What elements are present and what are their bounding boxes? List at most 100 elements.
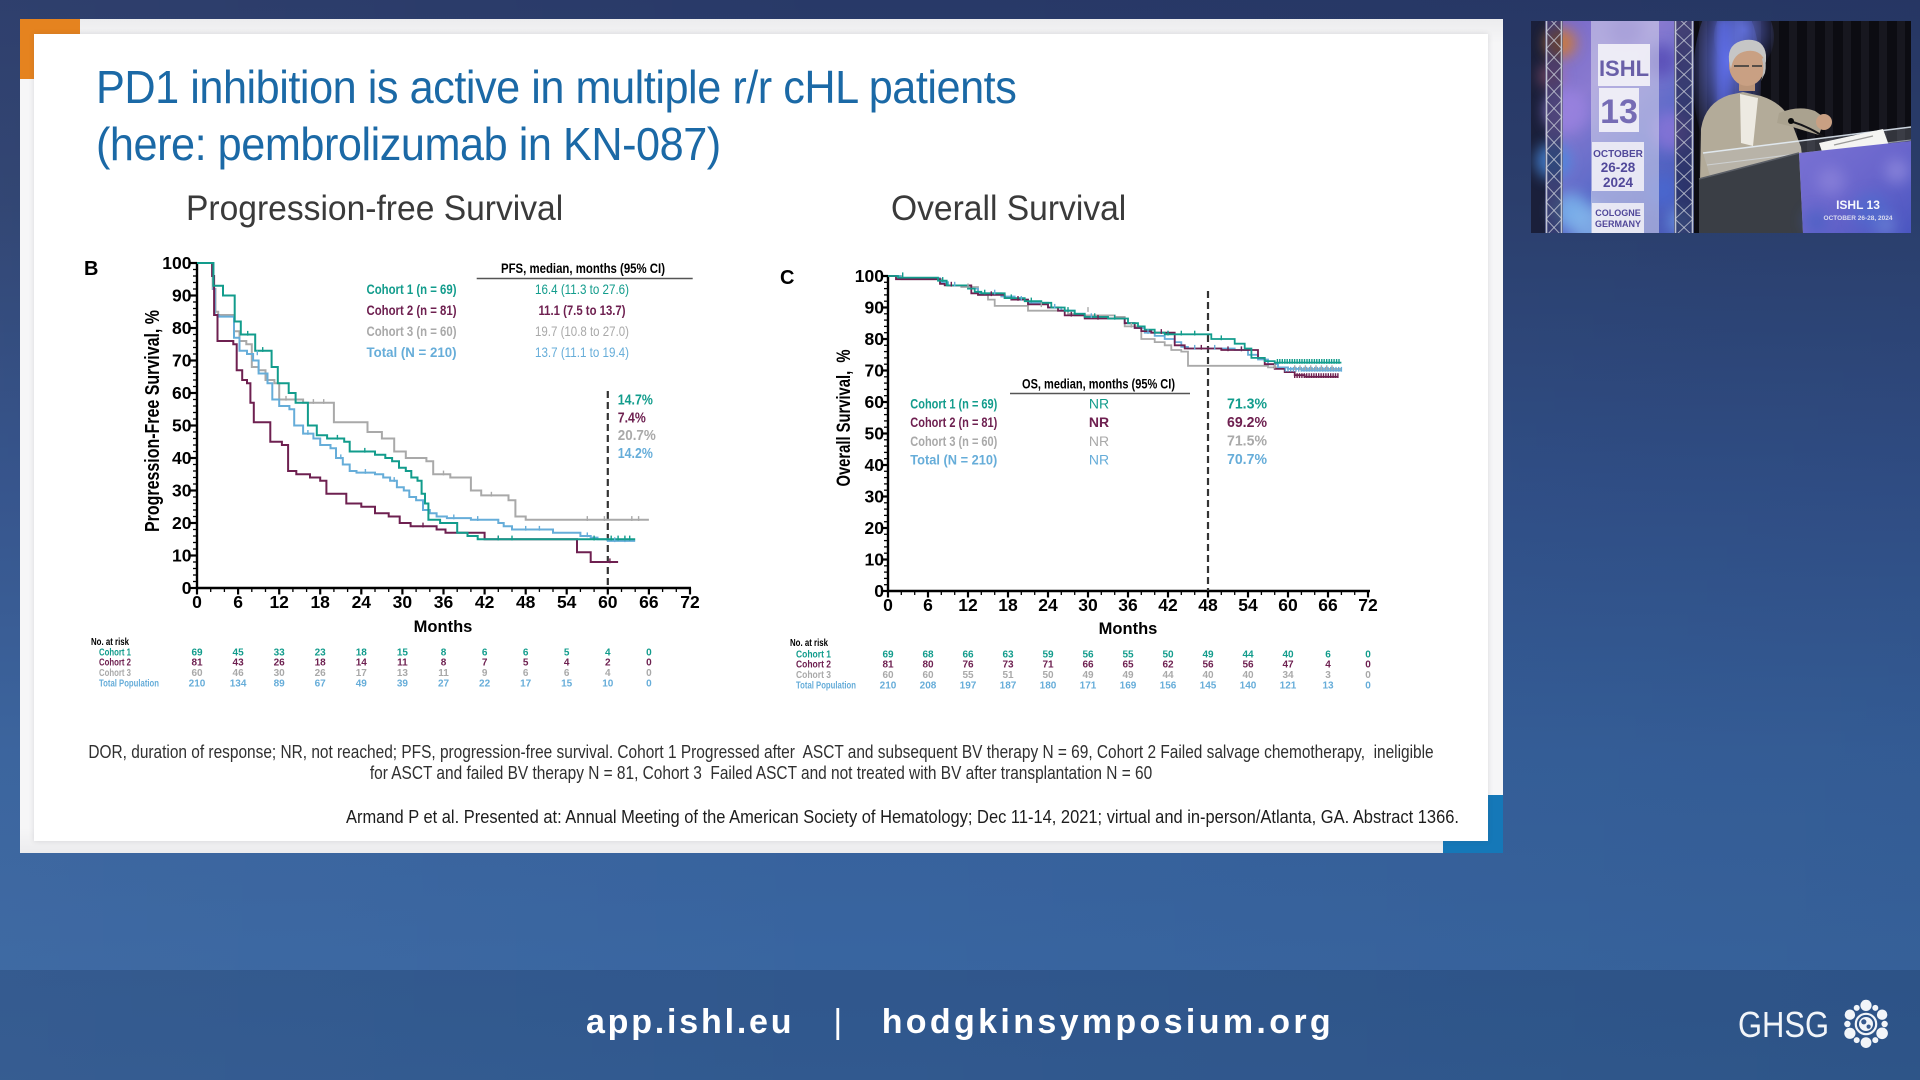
svg-text:43: 43	[233, 658, 245, 669]
svg-text:71: 71	[1042, 660, 1054, 671]
svg-text:7.4%: 7.4%	[618, 409, 646, 426]
svg-text:11: 11	[438, 668, 449, 679]
svg-text:11.1 (7.5 to 13.7): 11.1 (7.5 to 13.7)	[539, 302, 626, 318]
svg-text:60: 60	[598, 592, 618, 612]
svg-text:12: 12	[269, 592, 289, 612]
svg-text:0: 0	[1365, 660, 1371, 671]
svg-text:0: 0	[1365, 649, 1371, 660]
svg-text:Cohort 1: Cohort 1	[796, 649, 831, 660]
svg-text:Cohort 1 (n = 69): Cohort 1 (n = 69)	[910, 396, 997, 412]
svg-text:46: 46	[233, 668, 245, 679]
svg-text:60: 60	[172, 383, 192, 403]
svg-text:Cohort 3: Cohort 3	[99, 668, 131, 679]
svg-text:3: 3	[1325, 670, 1331, 681]
svg-text:34: 34	[1282, 670, 1294, 681]
svg-text:45: 45	[233, 647, 245, 658]
svg-text:NR: NR	[1089, 414, 1109, 430]
svg-text:62: 62	[1162, 660, 1174, 671]
svg-text:10: 10	[172, 546, 192, 566]
svg-text:81: 81	[882, 660, 894, 671]
svg-text:49: 49	[1082, 670, 1094, 681]
svg-text:20.7%: 20.7%	[618, 427, 656, 444]
svg-text:OCTOBER: OCTOBER	[1593, 149, 1644, 160]
svg-text:24: 24	[1038, 595, 1058, 615]
svg-text:10: 10	[602, 678, 614, 689]
svg-text:5: 5	[523, 658, 529, 669]
svg-text:6: 6	[523, 668, 529, 679]
svg-text:0: 0	[646, 647, 652, 658]
svg-text:Total Population: Total Population	[99, 678, 159, 689]
svg-text:Cohort 3 (n = 60): Cohort 3 (n = 60)	[910, 433, 997, 449]
svg-text:66: 66	[1318, 595, 1338, 615]
svg-text:36: 36	[1118, 595, 1138, 615]
svg-text:NR: NR	[1089, 451, 1109, 467]
svg-text:Total (N = 210): Total (N = 210)	[367, 344, 457, 360]
svg-text:56: 56	[1082, 649, 1094, 660]
svg-text:18: 18	[998, 595, 1018, 615]
svg-text:0: 0	[1365, 680, 1371, 691]
svg-text:70: 70	[172, 351, 192, 371]
svg-text:70: 70	[865, 361, 885, 381]
svg-text:Cohort 1 (n = 69): Cohort 1 (n = 69)	[367, 281, 457, 297]
svg-text:ISHL 13: ISHL 13	[1836, 198, 1880, 212]
svg-text:80: 80	[865, 329, 885, 349]
svg-text:49: 49	[1202, 649, 1214, 660]
svg-text:26: 26	[315, 668, 327, 679]
svg-text:40: 40	[1242, 670, 1254, 681]
svg-text:COLOGNE: COLOGNE	[1595, 208, 1641, 218]
svg-text:Progression-Free Survival, %: Progression-Free Survival, %	[142, 310, 164, 532]
svg-text:0: 0	[646, 658, 652, 669]
svg-text:14: 14	[356, 658, 368, 669]
svg-text:26-28: 26-28	[1601, 160, 1636, 175]
svg-text:6: 6	[923, 595, 933, 615]
svg-text:145: 145	[1200, 680, 1217, 691]
svg-text:19.7 (10.8 to 27.0): 19.7 (10.8 to 27.0)	[535, 323, 629, 339]
svg-text:40: 40	[172, 448, 192, 468]
svg-text:40: 40	[865, 455, 885, 475]
svg-text:Months: Months	[414, 618, 473, 636]
svg-text:69: 69	[191, 647, 203, 658]
svg-text:208: 208	[920, 680, 937, 691]
svg-text:169: 169	[1120, 680, 1137, 691]
svg-text:33: 33	[274, 647, 286, 658]
svg-text:60: 60	[922, 670, 934, 681]
svg-text:44: 44	[1162, 670, 1174, 681]
svg-text:OS, median, months (95% CI): OS, median, months (95% CI)	[1022, 376, 1175, 392]
svg-text:66: 66	[962, 649, 974, 660]
svg-text:54: 54	[1238, 595, 1258, 615]
svg-text:9: 9	[482, 668, 488, 679]
svg-text:18: 18	[310, 592, 330, 612]
svg-text:20: 20	[172, 513, 192, 533]
svg-text:18: 18	[356, 647, 368, 658]
svg-text:81: 81	[191, 658, 203, 669]
svg-text:Cohort 1: Cohort 1	[99, 647, 131, 658]
svg-text:80: 80	[172, 318, 192, 338]
svg-text:55: 55	[1122, 649, 1134, 660]
svg-text:Total Population: Total Population	[796, 680, 856, 691]
svg-text:100: 100	[855, 266, 884, 286]
svg-text:48: 48	[516, 592, 536, 612]
svg-text:63: 63	[1002, 649, 1014, 660]
svg-text:C: C	[780, 267, 794, 289]
svg-text:69: 69	[882, 649, 894, 660]
svg-text:0: 0	[874, 581, 884, 601]
svg-text:NR: NR	[1089, 396, 1109, 412]
svg-text:42: 42	[1158, 595, 1178, 615]
svg-text:40: 40	[1202, 670, 1214, 681]
svg-text:0: 0	[646, 668, 652, 679]
svg-text:210: 210	[880, 680, 897, 691]
svg-text:40: 40	[1282, 649, 1294, 660]
svg-text:4: 4	[605, 647, 611, 658]
svg-text:30: 30	[172, 481, 192, 501]
svg-text:Overall Survival, %: Overall Survival, %	[834, 349, 855, 486]
svg-text:0: 0	[883, 595, 893, 615]
svg-text:210: 210	[189, 678, 206, 689]
svg-text:67: 67	[315, 678, 327, 689]
svg-text:11: 11	[397, 658, 408, 669]
svg-text:24: 24	[352, 592, 372, 612]
svg-text:0: 0	[192, 592, 202, 612]
svg-text:6: 6	[482, 647, 488, 658]
svg-text:13: 13	[397, 668, 409, 679]
svg-text:17: 17	[356, 668, 368, 679]
svg-text:13: 13	[1600, 93, 1638, 131]
